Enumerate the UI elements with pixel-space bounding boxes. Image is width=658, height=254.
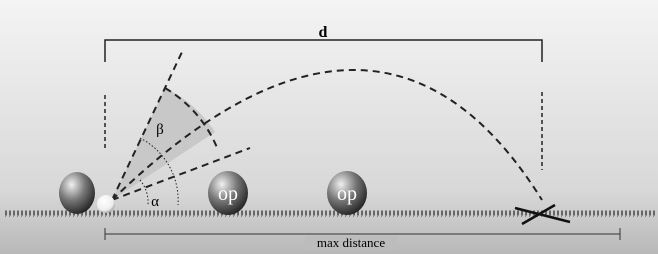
max-distance-label: max distance (317, 235, 385, 250)
alpha-label: α (151, 194, 159, 210)
diagram: d β α op op max distance (0, 0, 658, 254)
beta-label: β (156, 122, 164, 138)
opponent-label: op (218, 183, 238, 205)
ball (97, 195, 115, 213)
distance-label: d (319, 24, 328, 41)
player-ball (59, 172, 95, 214)
opponent-label: op (337, 183, 357, 205)
